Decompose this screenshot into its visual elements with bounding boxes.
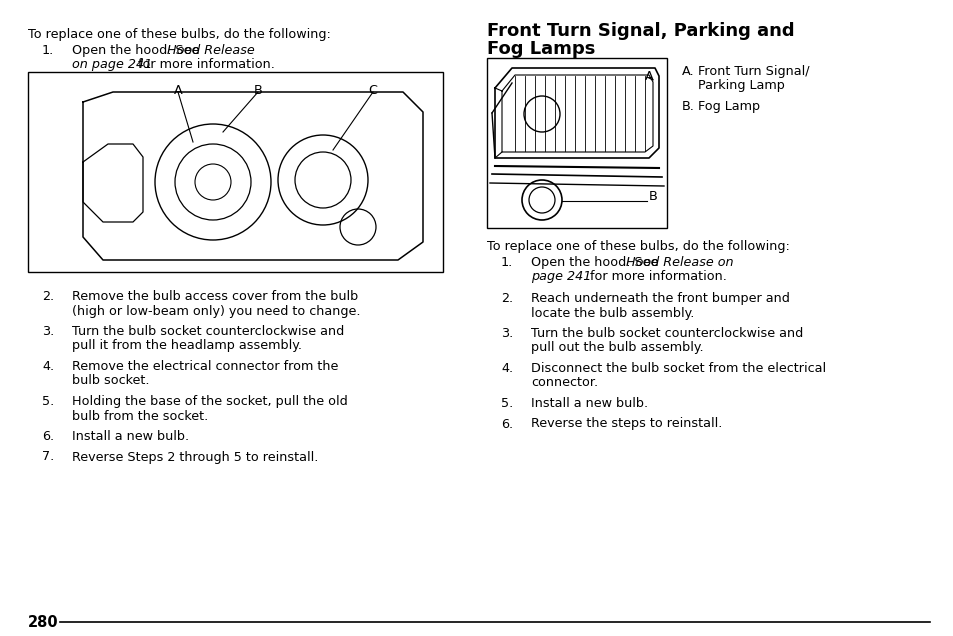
Text: Install a new bulb.: Install a new bulb.	[71, 430, 189, 443]
Text: locate the bulb assembly.: locate the bulb assembly.	[531, 307, 694, 319]
Text: 7.: 7.	[42, 450, 54, 464]
Text: 2.: 2.	[500, 292, 513, 305]
Text: Reverse Steps 2 through 5 to reinstall.: Reverse Steps 2 through 5 to reinstall.	[71, 450, 318, 464]
Text: Front Turn Signal/: Front Turn Signal/	[698, 65, 809, 78]
Bar	[28, 72, 442, 272]
Text: pull it from the headlamp assembly.: pull it from the headlamp assembly.	[71, 340, 302, 352]
Text: A: A	[644, 70, 653, 83]
Text: pull out the bulb assembly.: pull out the bulb assembly.	[531, 342, 703, 354]
Text: To replace one of these bulbs, do the following:: To replace one of these bulbs, do the fo…	[28, 28, 331, 41]
Text: 5.: 5.	[500, 397, 513, 410]
Text: Parking Lamp: Parking Lamp	[698, 79, 784, 92]
Text: 1.: 1.	[42, 44, 54, 57]
Bar	[486, 58, 666, 228]
Text: A: A	[173, 84, 182, 97]
Text: on page 241: on page 241	[71, 58, 152, 71]
Text: Turn the bulb socket counterclockwise and: Turn the bulb socket counterclockwise an…	[71, 325, 344, 338]
Text: for more information.: for more information.	[133, 58, 274, 71]
Text: Reach underneath the front bumper and: Reach underneath the front bumper and	[531, 292, 789, 305]
Text: connector.: connector.	[531, 377, 598, 389]
Text: for more information.: for more information.	[585, 270, 726, 283]
Text: Install a new bulb.: Install a new bulb.	[531, 397, 647, 410]
Text: Fog Lamps: Fog Lamps	[486, 40, 595, 58]
Text: Fog Lamp: Fog Lamp	[698, 100, 760, 113]
Text: Open the hood. See: Open the hood. See	[71, 44, 203, 57]
Text: bulb socket.: bulb socket.	[71, 375, 150, 387]
Text: B.: B.	[681, 100, 694, 113]
Text: Reverse the steps to reinstall.: Reverse the steps to reinstall.	[531, 417, 721, 431]
Text: B: B	[648, 191, 657, 204]
Text: page 241: page 241	[531, 270, 591, 283]
Text: Holding the base of the socket, pull the old: Holding the base of the socket, pull the…	[71, 395, 348, 408]
Text: 280: 280	[28, 615, 58, 630]
Text: 2.: 2.	[42, 290, 54, 303]
Text: 4.: 4.	[500, 362, 513, 375]
Text: (high or low-beam only) you need to change.: (high or low-beam only) you need to chan…	[71, 305, 360, 317]
Text: 3.: 3.	[42, 325, 54, 338]
Text: A.: A.	[681, 65, 694, 78]
Text: C: C	[368, 84, 377, 97]
Text: Disconnect the bulb socket from the electrical: Disconnect the bulb socket from the elec…	[531, 362, 825, 375]
Text: Hood Release: Hood Release	[167, 44, 254, 57]
Text: Open the hood. See: Open the hood. See	[531, 256, 661, 269]
Text: Hood Release on: Hood Release on	[625, 256, 733, 269]
Text: 5.: 5.	[42, 395, 54, 408]
Text: To replace one of these bulbs, do the following:: To replace one of these bulbs, do the fo…	[486, 240, 789, 253]
Text: Turn the bulb socket counterclockwise and: Turn the bulb socket counterclockwise an…	[531, 327, 802, 340]
Text: 6.: 6.	[500, 417, 513, 431]
Text: 6.: 6.	[42, 430, 54, 443]
Text: Front Turn Signal, Parking and: Front Turn Signal, Parking and	[486, 22, 794, 40]
Text: bulb from the socket.: bulb from the socket.	[71, 410, 208, 422]
Text: Remove the electrical connector from the: Remove the electrical connector from the	[71, 360, 338, 373]
Text: 3.: 3.	[500, 327, 513, 340]
Text: Remove the bulb access cover from the bulb: Remove the bulb access cover from the bu…	[71, 290, 358, 303]
Text: 1.: 1.	[500, 256, 513, 269]
Text: B: B	[253, 84, 262, 97]
Text: 4.: 4.	[42, 360, 54, 373]
